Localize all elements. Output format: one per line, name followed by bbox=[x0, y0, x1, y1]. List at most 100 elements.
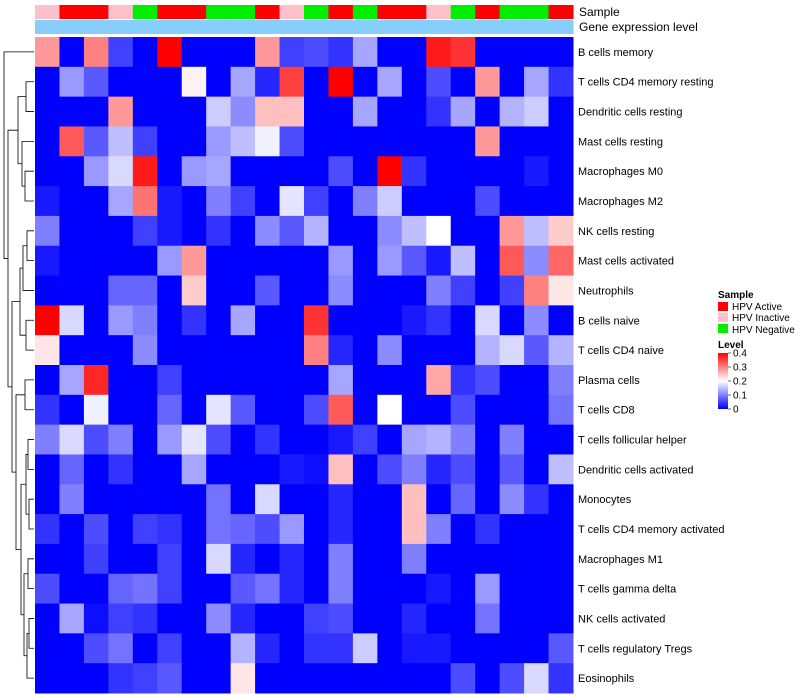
heatmap-cell bbox=[475, 424, 501, 455]
heatmap-cell bbox=[377, 245, 403, 277]
sample-anno-cell bbox=[157, 5, 183, 19]
heatmap-cell bbox=[255, 424, 281, 455]
heatmap-cell bbox=[206, 215, 232, 247]
heatmap-cell bbox=[426, 454, 452, 485]
gene-expression-anno-cell bbox=[59, 20, 85, 34]
heatmap-cell bbox=[328, 186, 354, 217]
sample-anno-cell bbox=[499, 5, 525, 19]
heatmap-cell bbox=[255, 126, 281, 157]
legend-swatch-hpv-inactive bbox=[718, 313, 728, 322]
heatmap-cell bbox=[524, 156, 550, 187]
heatmap-cell bbox=[206, 126, 232, 157]
heatmap-cell bbox=[426, 96, 452, 127]
heatmap-cell bbox=[230, 245, 256, 277]
heatmap-cell bbox=[230, 275, 256, 306]
heatmap-cell bbox=[401, 186, 427, 217]
heatmap-cell bbox=[548, 454, 574, 485]
heatmap-cell bbox=[83, 543, 109, 575]
heatmap-cell bbox=[377, 186, 403, 217]
heatmap-cell bbox=[499, 305, 525, 336]
heatmap-cell bbox=[255, 305, 281, 336]
dendrogram-link bbox=[27, 558, 34, 590]
heatmap-cell bbox=[132, 365, 158, 396]
heatmap-cell bbox=[401, 126, 427, 157]
heatmap-cell bbox=[548, 186, 574, 217]
heatmap-cell bbox=[206, 603, 232, 634]
heatmap-cell bbox=[401, 543, 427, 575]
heatmap-cell bbox=[475, 603, 501, 634]
heatmap-cell bbox=[181, 573, 207, 605]
gene-expression-anno-cell bbox=[83, 20, 109, 34]
heatmap-cell bbox=[83, 126, 109, 157]
heatmap-cell bbox=[450, 245, 476, 277]
heatmap-cell bbox=[352, 275, 378, 306]
heatmap-cell bbox=[548, 37, 574, 68]
heatmap-cell bbox=[401, 663, 427, 694]
heatmap-cell bbox=[157, 156, 183, 187]
sample-anno-cell bbox=[59, 5, 85, 19]
heatmap-cell bbox=[304, 335, 329, 366]
heatmap-cell bbox=[304, 573, 329, 605]
sample-anno-cell bbox=[475, 5, 501, 19]
heatmap-cell bbox=[475, 484, 501, 515]
heatmap-cell bbox=[279, 245, 305, 277]
heatmap-cell bbox=[377, 215, 403, 247]
heatmap-cell bbox=[230, 633, 256, 664]
heatmap-cell bbox=[548, 543, 574, 575]
heatmap-cell bbox=[35, 424, 60, 455]
heatmap-cell bbox=[181, 245, 207, 277]
heatmap-cell bbox=[108, 484, 134, 515]
heatmap-cell bbox=[548, 573, 574, 605]
heatmap-cell bbox=[524, 454, 550, 485]
row-label: NK cells resting bbox=[578, 226, 654, 238]
heatmap-cell bbox=[35, 514, 60, 545]
row-label: Dendritic cells resting bbox=[578, 107, 683, 119]
heatmap-cell bbox=[132, 66, 158, 98]
heatmap-cell bbox=[279, 186, 305, 217]
sample-anno-cell bbox=[279, 5, 305, 19]
heatmap-cell bbox=[255, 156, 281, 187]
heatmap-cell bbox=[328, 37, 354, 68]
heatmap-cell bbox=[401, 215, 427, 247]
heatmap-cell bbox=[426, 424, 452, 455]
heatmap-cell bbox=[377, 66, 403, 98]
heatmap-cell bbox=[352, 394, 378, 426]
heatmap-cell bbox=[401, 365, 427, 396]
level-legend-title: Level bbox=[718, 340, 744, 351]
heatmap-cell bbox=[255, 573, 281, 605]
heatmap-cell bbox=[475, 126, 501, 157]
heatmap-cell bbox=[548, 424, 574, 455]
heatmap-cell bbox=[108, 543, 134, 575]
heatmap-cell bbox=[401, 633, 427, 664]
heatmap-cell bbox=[499, 365, 525, 396]
heatmap-cell bbox=[181, 424, 207, 455]
heatmap-cell bbox=[279, 37, 305, 68]
heatmap-cell bbox=[108, 37, 134, 68]
heatmap-cell bbox=[499, 66, 525, 98]
heatmap-cell bbox=[450, 186, 476, 217]
heatmap-cell bbox=[59, 126, 85, 157]
heatmap-cell bbox=[230, 305, 256, 336]
row-label: Macrophages M2 bbox=[578, 196, 663, 208]
heatmap-cell bbox=[35, 633, 60, 664]
heatmap-cell bbox=[181, 126, 207, 157]
heatmap-cell bbox=[304, 514, 329, 545]
heatmap-cell bbox=[524, 484, 550, 515]
dendrogram-link bbox=[22, 245, 34, 291]
heatmap-cell bbox=[352, 365, 378, 396]
heatmap-cell bbox=[59, 454, 85, 485]
row-label: B cells memory bbox=[578, 47, 654, 59]
heatmap-cell bbox=[328, 663, 354, 694]
heatmap-cell bbox=[426, 186, 452, 217]
heatmap-cell bbox=[181, 305, 207, 336]
heatmap-cell bbox=[524, 335, 550, 366]
row-label: T cells CD4 memory activated bbox=[578, 524, 725, 536]
legend-label-hpv-negative: HPV Negative bbox=[732, 325, 795, 336]
heatmap-cell bbox=[548, 275, 574, 306]
level-legend: Level 0.4 0.3 0.2 0.1 0 bbox=[718, 340, 747, 416]
heatmap-cell bbox=[524, 663, 550, 694]
heatmap-cell bbox=[255, 514, 281, 545]
row-label: B cells naive bbox=[578, 315, 640, 327]
heatmap-cell bbox=[401, 96, 427, 127]
heatmap-cell bbox=[450, 394, 476, 426]
